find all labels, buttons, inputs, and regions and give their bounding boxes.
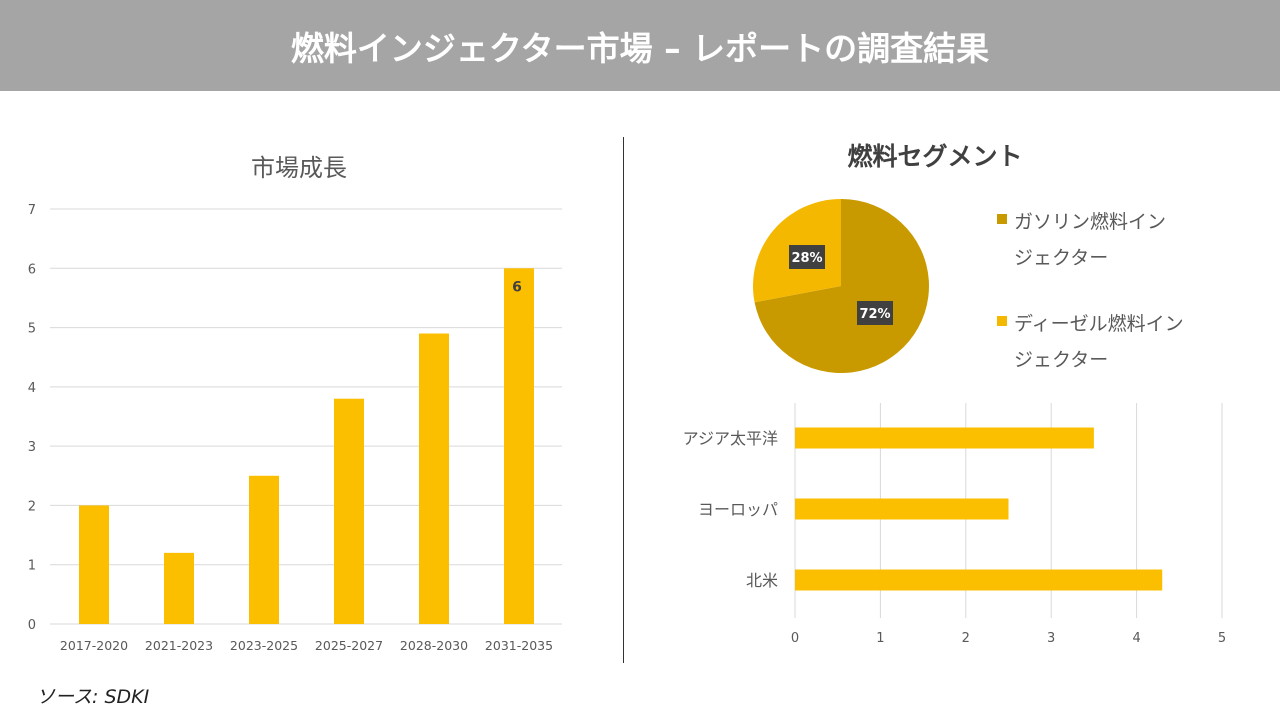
x-tick-label: 2021-2023 [145, 638, 213, 653]
bar [504, 268, 534, 624]
legend-label: ジェクター [1014, 247, 1108, 269]
bar [795, 498, 1009, 520]
y-tick-label: アジア太平洋 [683, 429, 778, 448]
y-tick-label: ヨーロッパ [698, 500, 778, 519]
bar [249, 475, 279, 624]
bar [795, 427, 1094, 449]
x-tick-label: 2025-2027 [315, 638, 383, 653]
source-note: ソース: SDKI [36, 686, 150, 708]
x-tick-label: 2031-2035 [485, 638, 553, 653]
x-tick-label: 2023-2025 [230, 638, 298, 653]
x-tick-label: 2017-2020 [60, 638, 128, 653]
pie-data-label: 72% [859, 307, 890, 322]
divider [623, 137, 624, 663]
pie-slice [754, 199, 930, 373]
bar-chart-title: 市場成長 [251, 154, 347, 182]
x-tick-label: 2 [962, 631, 970, 646]
x-tick-label: 1 [876, 631, 884, 646]
pie-label-box [857, 301, 893, 325]
bar [419, 333, 449, 624]
x-tick-label: 5 [1218, 631, 1226, 646]
pie-label-box [789, 245, 825, 269]
legend-label: ジェクター [1014, 349, 1108, 371]
legend-swatch [997, 214, 1007, 224]
y-tick-label: 7 [28, 203, 36, 218]
y-tick-label: 1 [28, 559, 36, 574]
bar [795, 569, 1163, 591]
y-tick-label: 北米 [746, 571, 778, 590]
pie-chart-title: 燃料セグメント [847, 142, 1022, 171]
legend-label: ディーゼル燃料イン [1014, 313, 1184, 335]
y-tick-label: 3 [28, 440, 36, 455]
x-tick-label: 4 [1132, 631, 1140, 646]
bar [79, 505, 109, 624]
pie-data-label: 28% [791, 251, 822, 266]
x-tick-label: 0 [791, 631, 799, 646]
page-title: 燃料インジェクター市場 – レポートの調査結果 [0, 0, 1280, 91]
x-tick-label: 2028-2030 [400, 638, 468, 653]
y-tick-label: 0 [28, 618, 36, 633]
legend-label: ガソリン燃料イン [1014, 211, 1166, 233]
y-tick-label: 6 [28, 262, 36, 277]
legend-swatch [997, 316, 1007, 326]
y-tick-label: 4 [28, 381, 36, 396]
y-tick-label: 2 [28, 499, 36, 514]
data-label: 6 [512, 279, 522, 295]
bar [334, 398, 364, 624]
bar [164, 552, 194, 624]
x-tick-label: 3 [1047, 631, 1055, 646]
y-tick-label: 5 [28, 322, 36, 337]
